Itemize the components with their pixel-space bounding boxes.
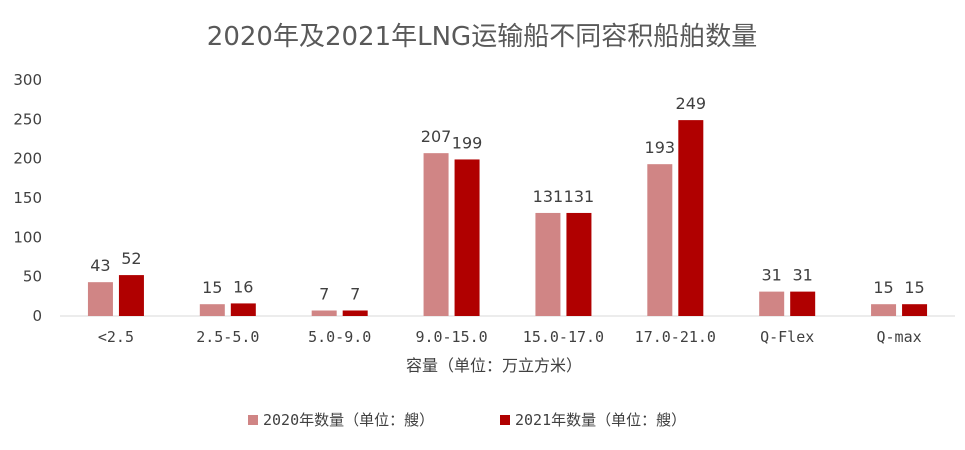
- bar-2020: [423, 153, 449, 316]
- bar-2021: [790, 291, 816, 316]
- bar-2021: [566, 212, 592, 316]
- y-axis: 0 50 100 150 200 250 300: [13, 71, 42, 325]
- legend-swatch: [248, 415, 258, 425]
- y-tick-label: 0: [32, 307, 42, 325]
- data-label: 16: [233, 277, 253, 296]
- data-label: 131: [533, 187, 564, 206]
- bar-2020: [647, 164, 673, 316]
- legend: 2020年数量（单位：艘） 2021年数量（单位：艘）: [248, 411, 686, 429]
- bar-2021: [454, 159, 480, 316]
- bar-2020: [759, 291, 785, 316]
- data-label: 7: [319, 284, 329, 303]
- bar-2021: [230, 303, 256, 316]
- x-axis-title: 容量（单位：万立方米）: [406, 356, 582, 375]
- bar-2021: [342, 310, 368, 316]
- bar-2020: [87, 282, 113, 316]
- y-tick-label: 50: [23, 268, 42, 286]
- data-label: 31: [762, 266, 782, 285]
- x-tick-label: 5.0-9.0: [308, 328, 371, 346]
- x-tick-label: Q-max: [876, 328, 921, 346]
- data-label: 7: [350, 284, 360, 303]
- x-tick-label: 2.5-5.0: [196, 328, 259, 346]
- legend-label: 2021年数量（单位：艘）: [515, 411, 686, 429]
- bar-2020: [199, 304, 225, 316]
- data-label: 249: [676, 94, 707, 113]
- bar-2020: [871, 304, 897, 316]
- bar-2020: [311, 310, 337, 316]
- y-tick-label: 150: [13, 189, 42, 207]
- x-tick-label: 9.0-15.0: [415, 328, 487, 346]
- y-tick-label: 300: [13, 71, 42, 89]
- x-tick-label: 17.0-21.0: [635, 328, 716, 346]
- x-axis: <2.5 2.5-5.0 5.0-9.0 9.0-15.0 15.0-17.0 17.0-…: [98, 328, 922, 346]
- y-tick-label: 100: [13, 228, 42, 246]
- x-tick-label: 15.0-17.0: [523, 328, 604, 346]
- x-tick-label: <2.5: [98, 328, 134, 346]
- legend-swatch: [500, 415, 510, 425]
- data-label: 199: [452, 133, 483, 152]
- data-label: 15: [904, 278, 924, 297]
- x-tick-label: Q-Flex: [760, 328, 814, 346]
- data-label: 193: [645, 138, 676, 157]
- data-label: 31: [793, 266, 813, 285]
- data-label: 52: [121, 249, 141, 268]
- bar-2021: [118, 275, 144, 316]
- y-tick-label: 250: [13, 110, 42, 128]
- legend-label: 2020年数量（单位：艘）: [263, 411, 434, 429]
- data-label: 15: [873, 278, 893, 297]
- bars-group: 43 15 7 207 131 193 31 15 52 16 7 199 131 249 31 15: [87, 94, 928, 317]
- data-label: 43: [90, 256, 110, 275]
- data-label: 15: [202, 278, 222, 297]
- data-label: 207: [421, 127, 452, 146]
- bar-2021: [678, 120, 704, 317]
- y-tick-label: 200: [13, 150, 42, 168]
- chart-title: 2020年及2021年LNG运输船不同容积船舶数量: [207, 22, 757, 52]
- bar-2021: [902, 304, 928, 316]
- bar-2020: [535, 212, 561, 316]
- data-label: 131: [564, 187, 595, 206]
